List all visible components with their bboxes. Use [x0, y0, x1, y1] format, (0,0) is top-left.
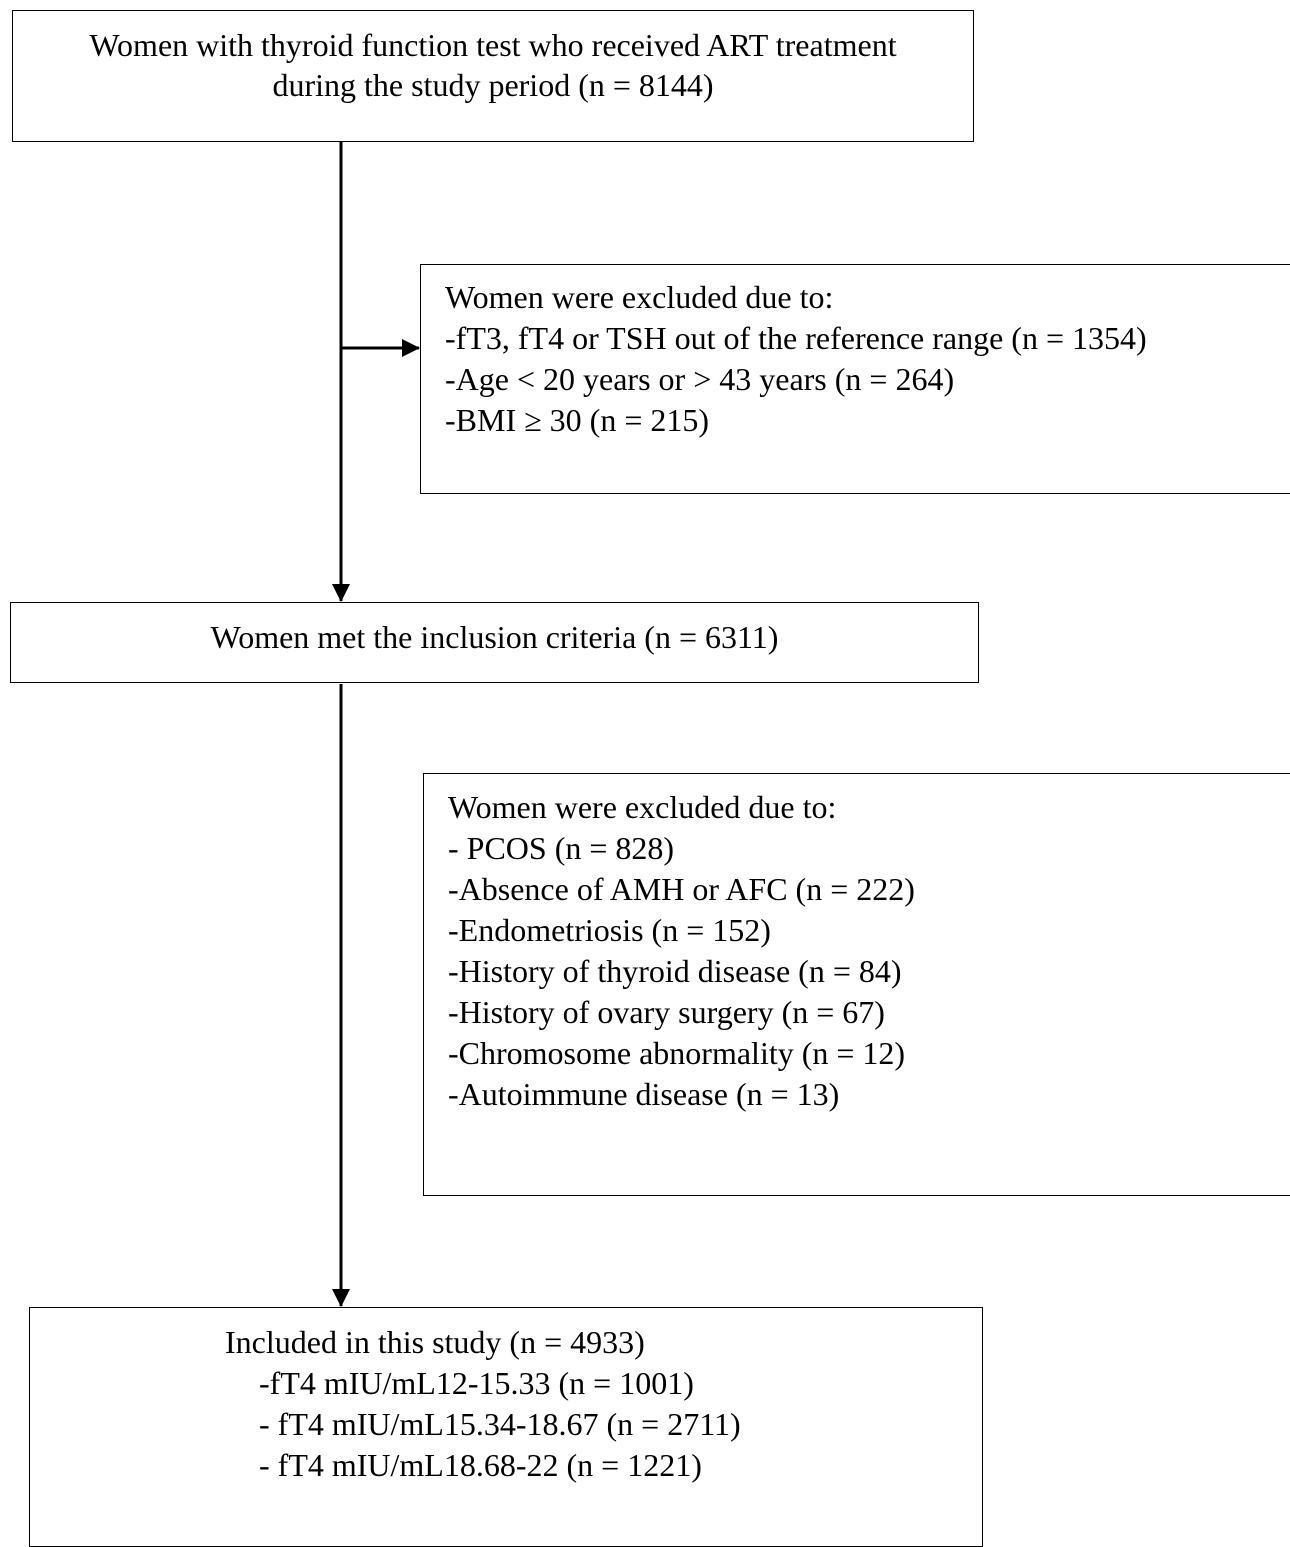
- exclusion-1-heading: Women were excluded due to:: [445, 279, 834, 315]
- exclusion-1-item-bmi: -BMI ≥ 30 (n = 215): [445, 402, 710, 438]
- start-box: Women with thyroid function test who rec…: [12, 10, 974, 142]
- exclusion-1-item-reference-range: -fT3, fT4 or TSH out of the reference ra…: [445, 320, 1147, 356]
- exclusion-2-item-thyroid-disease: -History of thyroid disease (n = 84): [448, 953, 902, 989]
- included-group-high: - fT4 mIU/mL18.68-22 (n = 1221): [259, 1447, 702, 1483]
- exclusion-2-item-endometriosis: -Endometriosis (n = 152): [448, 912, 771, 948]
- start-box-text: Women with thyroid function test who rec…: [13, 25, 973, 105]
- start-box-line-1: Women with thyroid function test who rec…: [89, 27, 897, 63]
- exclusion-box-1: Women were excluded due to: -fT3, fT4 or…: [420, 264, 1290, 494]
- included-group-low: -fT4 mIU/mL12-15.33 (n = 1001): [259, 1365, 694, 1401]
- exclusion-2-item-autoimmune: -Autoimmune disease (n = 13): [448, 1076, 840, 1112]
- included-box: Included in this study (n = 4933) -fT4 m…: [29, 1307, 983, 1547]
- exclusion-box-2: Women were excluded due to: - PCOS (n = …: [423, 773, 1290, 1196]
- inclusion-box-text: Women met the inclusion criteria (n = 63…: [210, 619, 779, 655]
- exclusion-2-item-ovary-surgery: -History of ovary surgery (n = 67): [448, 994, 885, 1030]
- exclusion-2-item-pcos: - PCOS (n = 828): [448, 830, 675, 866]
- inclusion-box: Women met the inclusion criteria (n = 63…: [10, 602, 979, 683]
- exclusion-1-item-age: -Age < 20 years or > 43 years (n = 264): [445, 361, 955, 397]
- exclusion-2-item-amh-afc: -Absence of AMH or AFC (n = 222): [448, 871, 915, 907]
- exclusion-2-item-chromosome: -Chromosome abnormality (n = 12): [448, 1035, 906, 1071]
- start-box-line-2: during the study period (n = 8144): [272, 67, 714, 103]
- exclusion-2-heading: Women were excluded due to:: [448, 789, 837, 825]
- included-group-mid: - fT4 mIU/mL15.34-18.67 (n = 2711): [259, 1406, 741, 1442]
- included-heading: Included in this study (n = 4933): [225, 1324, 645, 1360]
